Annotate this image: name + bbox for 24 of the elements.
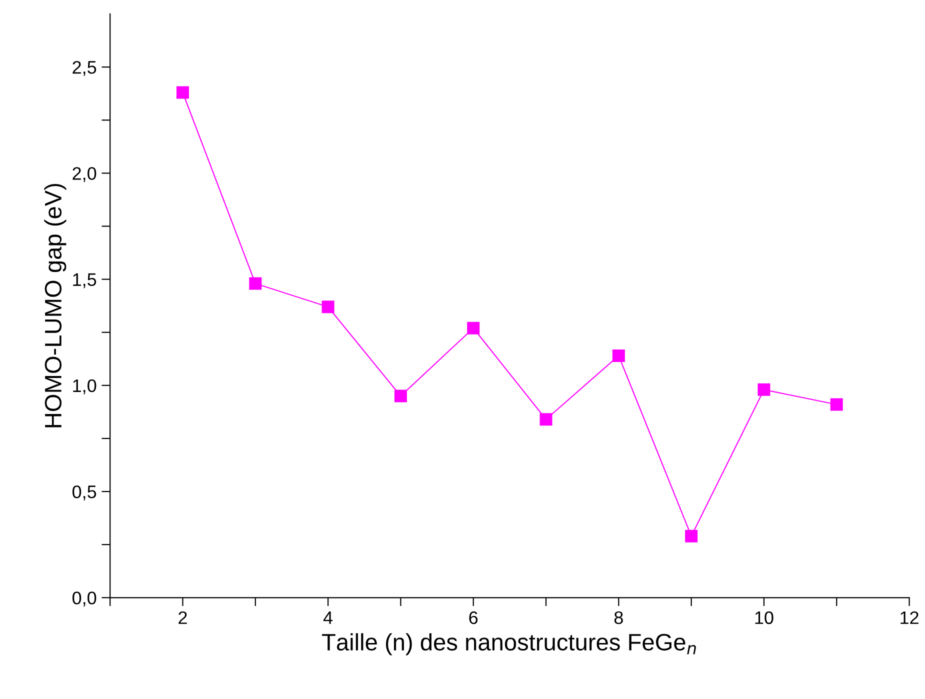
- x-tick-label: 8: [614, 611, 623, 624]
- y-tick-label: 0,0: [72, 592, 96, 606]
- point: [249, 277, 262, 290]
- point: [758, 383, 770, 396]
- x-tick-label: 6: [469, 611, 478, 624]
- point: [540, 413, 552, 426]
- x-tick-label: 10: [755, 611, 774, 624]
- point: [830, 398, 843, 411]
- y-axis-title: HOMO-LUMO gap (eV): [44, 184, 66, 428]
- point: [467, 322, 480, 334]
- y-tick-label: 2,5: [72, 60, 96, 76]
- y-tick-label: 0,5: [72, 485, 96, 500]
- point: [394, 390, 407, 402]
- y-tick-label: 1,5: [73, 273, 96, 288]
- x-tick-label: 12: [900, 611, 918, 624]
- point: [322, 300, 334, 314]
- x-axis-title: Taille (n) des nanostructures FeGe$_{n}$: [322, 633, 696, 656]
- x-tick-label: 2: [178, 611, 187, 624]
- point: [612, 349, 625, 362]
- point: [176, 86, 189, 99]
- x-tick-label: 4: [323, 612, 333, 624]
- point: [685, 530, 698, 542]
- y-tick-label: 2,0: [72, 167, 96, 182]
- y-tick-label: 1,0: [73, 379, 96, 394]
